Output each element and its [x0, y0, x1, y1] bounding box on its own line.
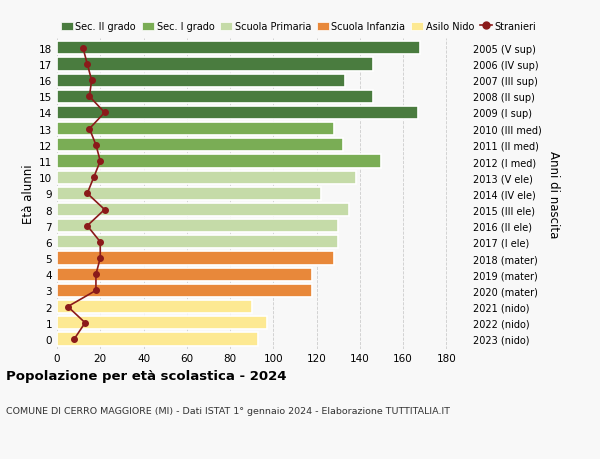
Bar: [57, 155, 382, 168]
Bar: [57, 106, 418, 120]
Bar: [57, 187, 321, 201]
Bar: [57, 252, 334, 265]
Text: Popolazione per età scolastica - 2024: Popolazione per età scolastica - 2024: [6, 369, 287, 382]
Legend: Sec. II grado, Sec. I grado, Scuola Primaria, Scuola Infanzia, Asilo Nido, Stran: Sec. II grado, Sec. I grado, Scuola Prim…: [57, 18, 541, 36]
Bar: [57, 236, 338, 249]
Bar: [57, 90, 373, 104]
Bar: [57, 316, 267, 330]
Bar: [57, 139, 343, 152]
Bar: [57, 74, 344, 88]
Y-axis label: Anni di nascita: Anni di nascita: [547, 151, 560, 237]
Bar: [57, 284, 312, 297]
Bar: [57, 42, 421, 56]
Bar: [57, 332, 258, 346]
Bar: [57, 123, 334, 136]
Y-axis label: Età alunni: Età alunni: [22, 164, 35, 224]
Text: COMUNE DI CERRO MAGGIORE (MI) - Dati ISTAT 1° gennaio 2024 - Elaborazione TUTTIT: COMUNE DI CERRO MAGGIORE (MI) - Dati IST…: [6, 406, 450, 415]
Bar: [57, 58, 373, 72]
Bar: [57, 300, 251, 313]
Bar: [57, 268, 312, 281]
Bar: [57, 171, 356, 185]
Bar: [57, 203, 349, 217]
Bar: [57, 219, 338, 233]
